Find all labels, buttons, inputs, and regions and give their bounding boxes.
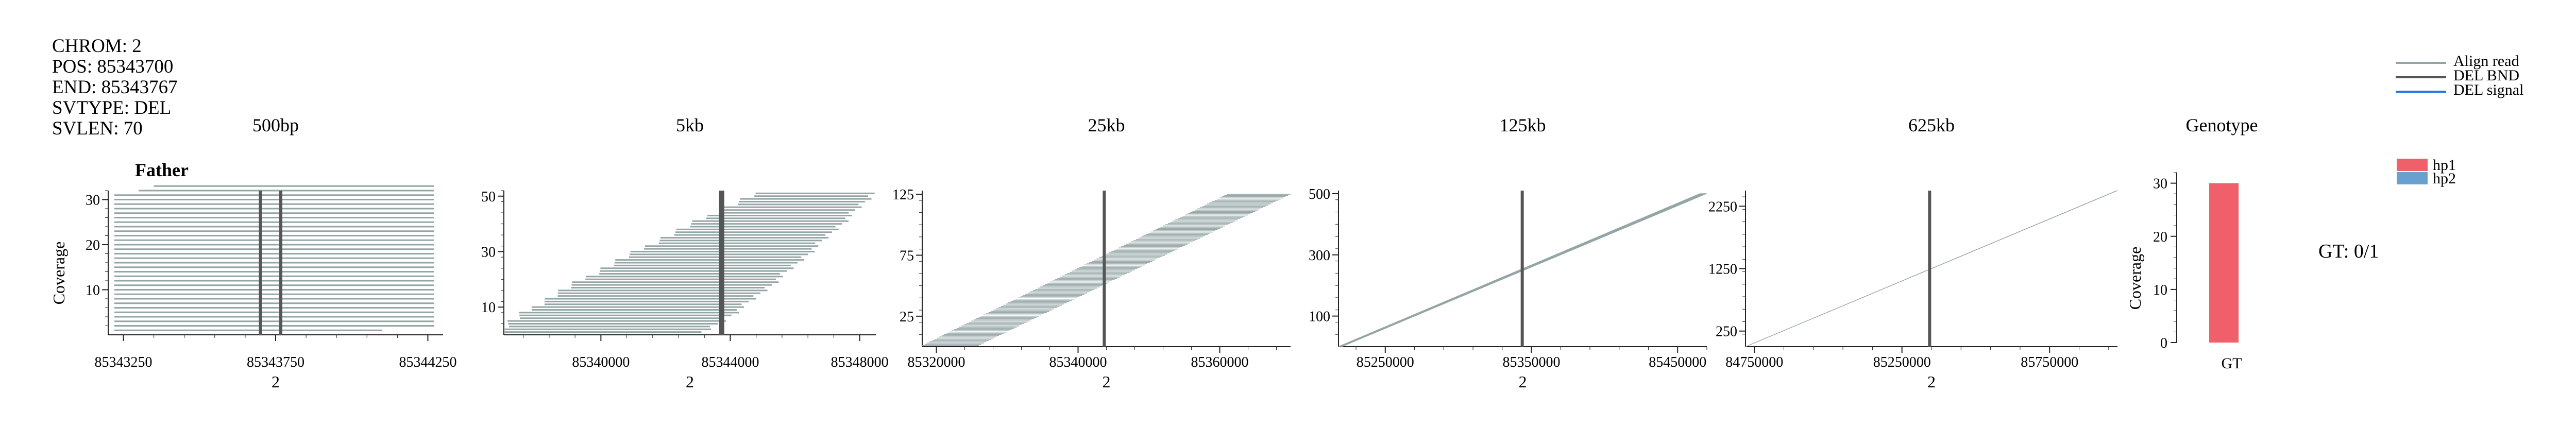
x-tick-label: 85250000 bbox=[1873, 354, 1931, 370]
reads bbox=[922, 194, 1291, 346]
panel-title: 25kb bbox=[1088, 115, 1125, 135]
legend-hp1-swatch bbox=[2397, 159, 2428, 171]
legend-del-bnd-label: DEL BND bbox=[2453, 67, 2519, 84]
x-tick-label: 85348000 bbox=[831, 354, 889, 370]
x-axis-label: 2 bbox=[1519, 372, 1527, 391]
y-tick-label: 20 bbox=[2153, 229, 2167, 245]
reads bbox=[114, 185, 434, 331]
x-axis-label: 2 bbox=[686, 372, 694, 391]
x-tick-label: 85344250 bbox=[399, 354, 456, 370]
y-tick-label: 25 bbox=[900, 309, 914, 325]
svlen-text: SVLEN: 70 bbox=[52, 118, 143, 139]
y-axis-label: Coverage bbox=[49, 242, 68, 305]
panel-0: 500bp 10 20 30 85343250 85343750 85344250 2 Cove… bbox=[49, 115, 456, 391]
y-tick-label: 300 bbox=[1309, 248, 1330, 264]
panel-title: 5kb bbox=[676, 115, 704, 135]
y-tick-label: 30 bbox=[2153, 176, 2167, 192]
x-tick-label: 85343750 bbox=[247, 354, 304, 370]
genotype-text: GT: 0/1 bbox=[2318, 241, 2379, 262]
x-tick-label: 85340000 bbox=[1049, 354, 1107, 370]
bar-hp1 bbox=[2209, 183, 2239, 343]
x-tick-label: 85340000 bbox=[572, 354, 630, 370]
x-axis-label: GT bbox=[2222, 355, 2242, 372]
x-axis-label: 2 bbox=[272, 372, 280, 391]
y-tick-label: 10 bbox=[481, 300, 496, 316]
panel-3: 125kb 100 300 500 85250000 85350000 85450000 2 bbox=[1309, 115, 1707, 391]
x-tick-label: 85450000 bbox=[1649, 354, 1706, 370]
y-tick-label: 30 bbox=[481, 244, 496, 260]
y-tick-label: 500 bbox=[1309, 186, 1330, 202]
svtype-text: SVTYPE: DEL bbox=[52, 97, 172, 118]
panel-title: Genotype bbox=[2186, 115, 2258, 135]
x-tick-label: 85320000 bbox=[908, 354, 965, 370]
y-tick-label: 1250 bbox=[1708, 262, 1737, 278]
legend-hp2-label: hp2 bbox=[2433, 170, 2456, 187]
x-tick-label: 84750000 bbox=[1725, 354, 1783, 370]
y-tick-label: 10 bbox=[2153, 282, 2167, 298]
legend-hp1-label: hp1 bbox=[2433, 157, 2456, 174]
variant-info: CHROM: 2 POS: 85343700 END: 85343767 SVT… bbox=[52, 36, 178, 139]
y-tick-label: 75 bbox=[900, 248, 914, 264]
panel-5: Genotype 0 10 20 30 GT Coverage bbox=[2126, 115, 2258, 372]
panel-2: 25kb 25 75 125 85320000 85340000 85360000 2 bbox=[892, 115, 1291, 391]
x-tick-label: 85360000 bbox=[1191, 354, 1249, 370]
chrom-text: CHROM: 2 bbox=[52, 36, 142, 57]
x-tick-label: 85250000 bbox=[1357, 354, 1414, 370]
reads bbox=[1745, 190, 2117, 347]
y-tick-label: 2250 bbox=[1708, 199, 1737, 215]
x-tick-label: 85343250 bbox=[95, 354, 152, 370]
y-tick-label: 20 bbox=[86, 237, 100, 253]
y-tick-label: 10 bbox=[86, 283, 100, 299]
y-axis-label: Coverage bbox=[2126, 247, 2144, 310]
panel-4: 625kb 250 1250 2250 84750000 85250000 85750000… bbox=[1708, 115, 2117, 391]
pos-text: POS: 85343700 bbox=[52, 56, 174, 77]
y-tick-label: 250 bbox=[1716, 324, 1737, 340]
y-tick-label: 100 bbox=[1309, 309, 1330, 325]
x-tick-label: 85750000 bbox=[2021, 354, 2078, 370]
panel-1: 5kb 10 30 50 85340000 85344000 85348000 2 bbox=[481, 115, 889, 391]
legend-del-signal-label: DEL signal bbox=[2453, 81, 2523, 98]
x-axis-label: 2 bbox=[1103, 372, 1111, 391]
x-tick-label: 85344000 bbox=[701, 354, 759, 370]
legend-align-read-label: Align read bbox=[2453, 53, 2519, 70]
reads bbox=[504, 192, 875, 333]
x-tick-label: 85350000 bbox=[1503, 354, 1561, 370]
panel-title: 625kb bbox=[1908, 115, 1955, 135]
x-axis-label: 2 bbox=[1927, 372, 1936, 391]
y-tick-label: 50 bbox=[481, 189, 496, 205]
legend-hp2-swatch bbox=[2397, 172, 2428, 184]
y-tick-label: 0 bbox=[2160, 335, 2167, 351]
panel-title: 500bp bbox=[252, 115, 299, 135]
y-tick-label: 30 bbox=[86, 193, 100, 209]
panel-title: 125kb bbox=[1500, 115, 1546, 135]
y-tick-label: 125 bbox=[892, 187, 914, 203]
reads bbox=[1338, 193, 1707, 347]
sample-label: Father bbox=[135, 160, 189, 180]
end-text: END: 85343767 bbox=[52, 77, 178, 98]
